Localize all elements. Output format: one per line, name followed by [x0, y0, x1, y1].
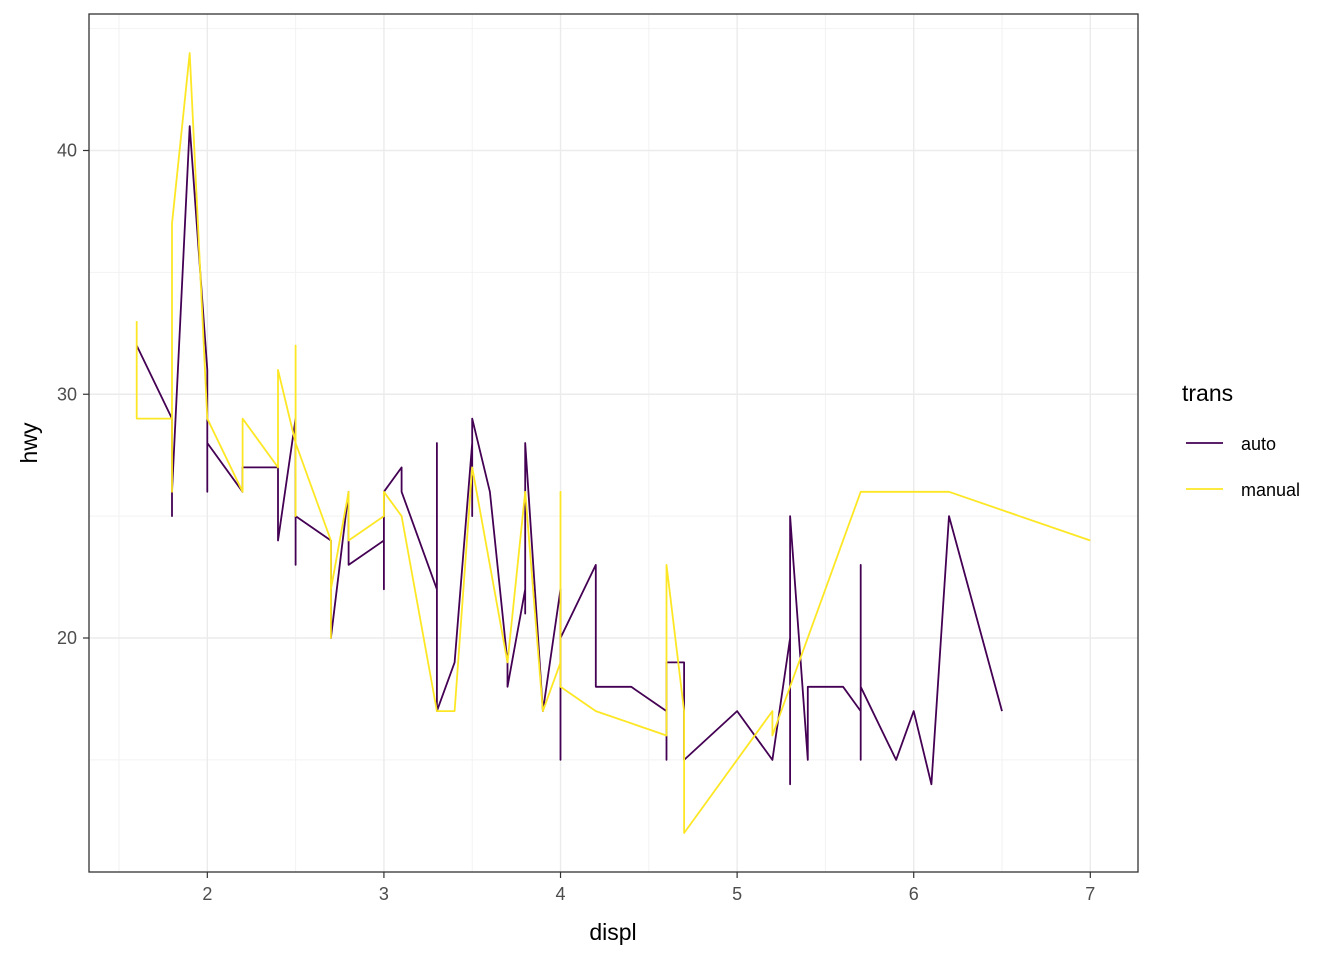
x-tick-label: 2: [202, 884, 212, 904]
x-tick-label: 3: [379, 884, 389, 904]
series-line-manual: [135, 52, 1091, 834]
x-tick-label: 6: [909, 884, 919, 904]
legend-label-auto: auto: [1241, 434, 1276, 454]
y-tick-label: 20: [57, 628, 77, 648]
plot-panel-background: [89, 14, 1138, 872]
grid-minor: [89, 14, 1138, 872]
x-tick-label: 7: [1085, 884, 1095, 904]
plot-panel-border: [88, 13, 1139, 873]
y-tick-label: 40: [57, 141, 77, 161]
x-axis: 2 3 4 5 6 7: [202, 872, 1095, 904]
y-axis: 20 30 40: [57, 141, 89, 648]
y-tick-label: 30: [57, 384, 77, 404]
series-line-auto: [135, 125, 1003, 786]
x-tick-label: 4: [556, 884, 566, 904]
y-axis-title: hwy: [16, 422, 42, 463]
legend-title: trans: [1182, 380, 1233, 406]
legend-label-manual: manual: [1241, 480, 1300, 500]
x-axis-title: displ: [589, 919, 636, 945]
legend: trans auto manual: [1182, 380, 1300, 500]
series-layer: [135, 52, 1091, 834]
x-tick-label: 5: [732, 884, 742, 904]
